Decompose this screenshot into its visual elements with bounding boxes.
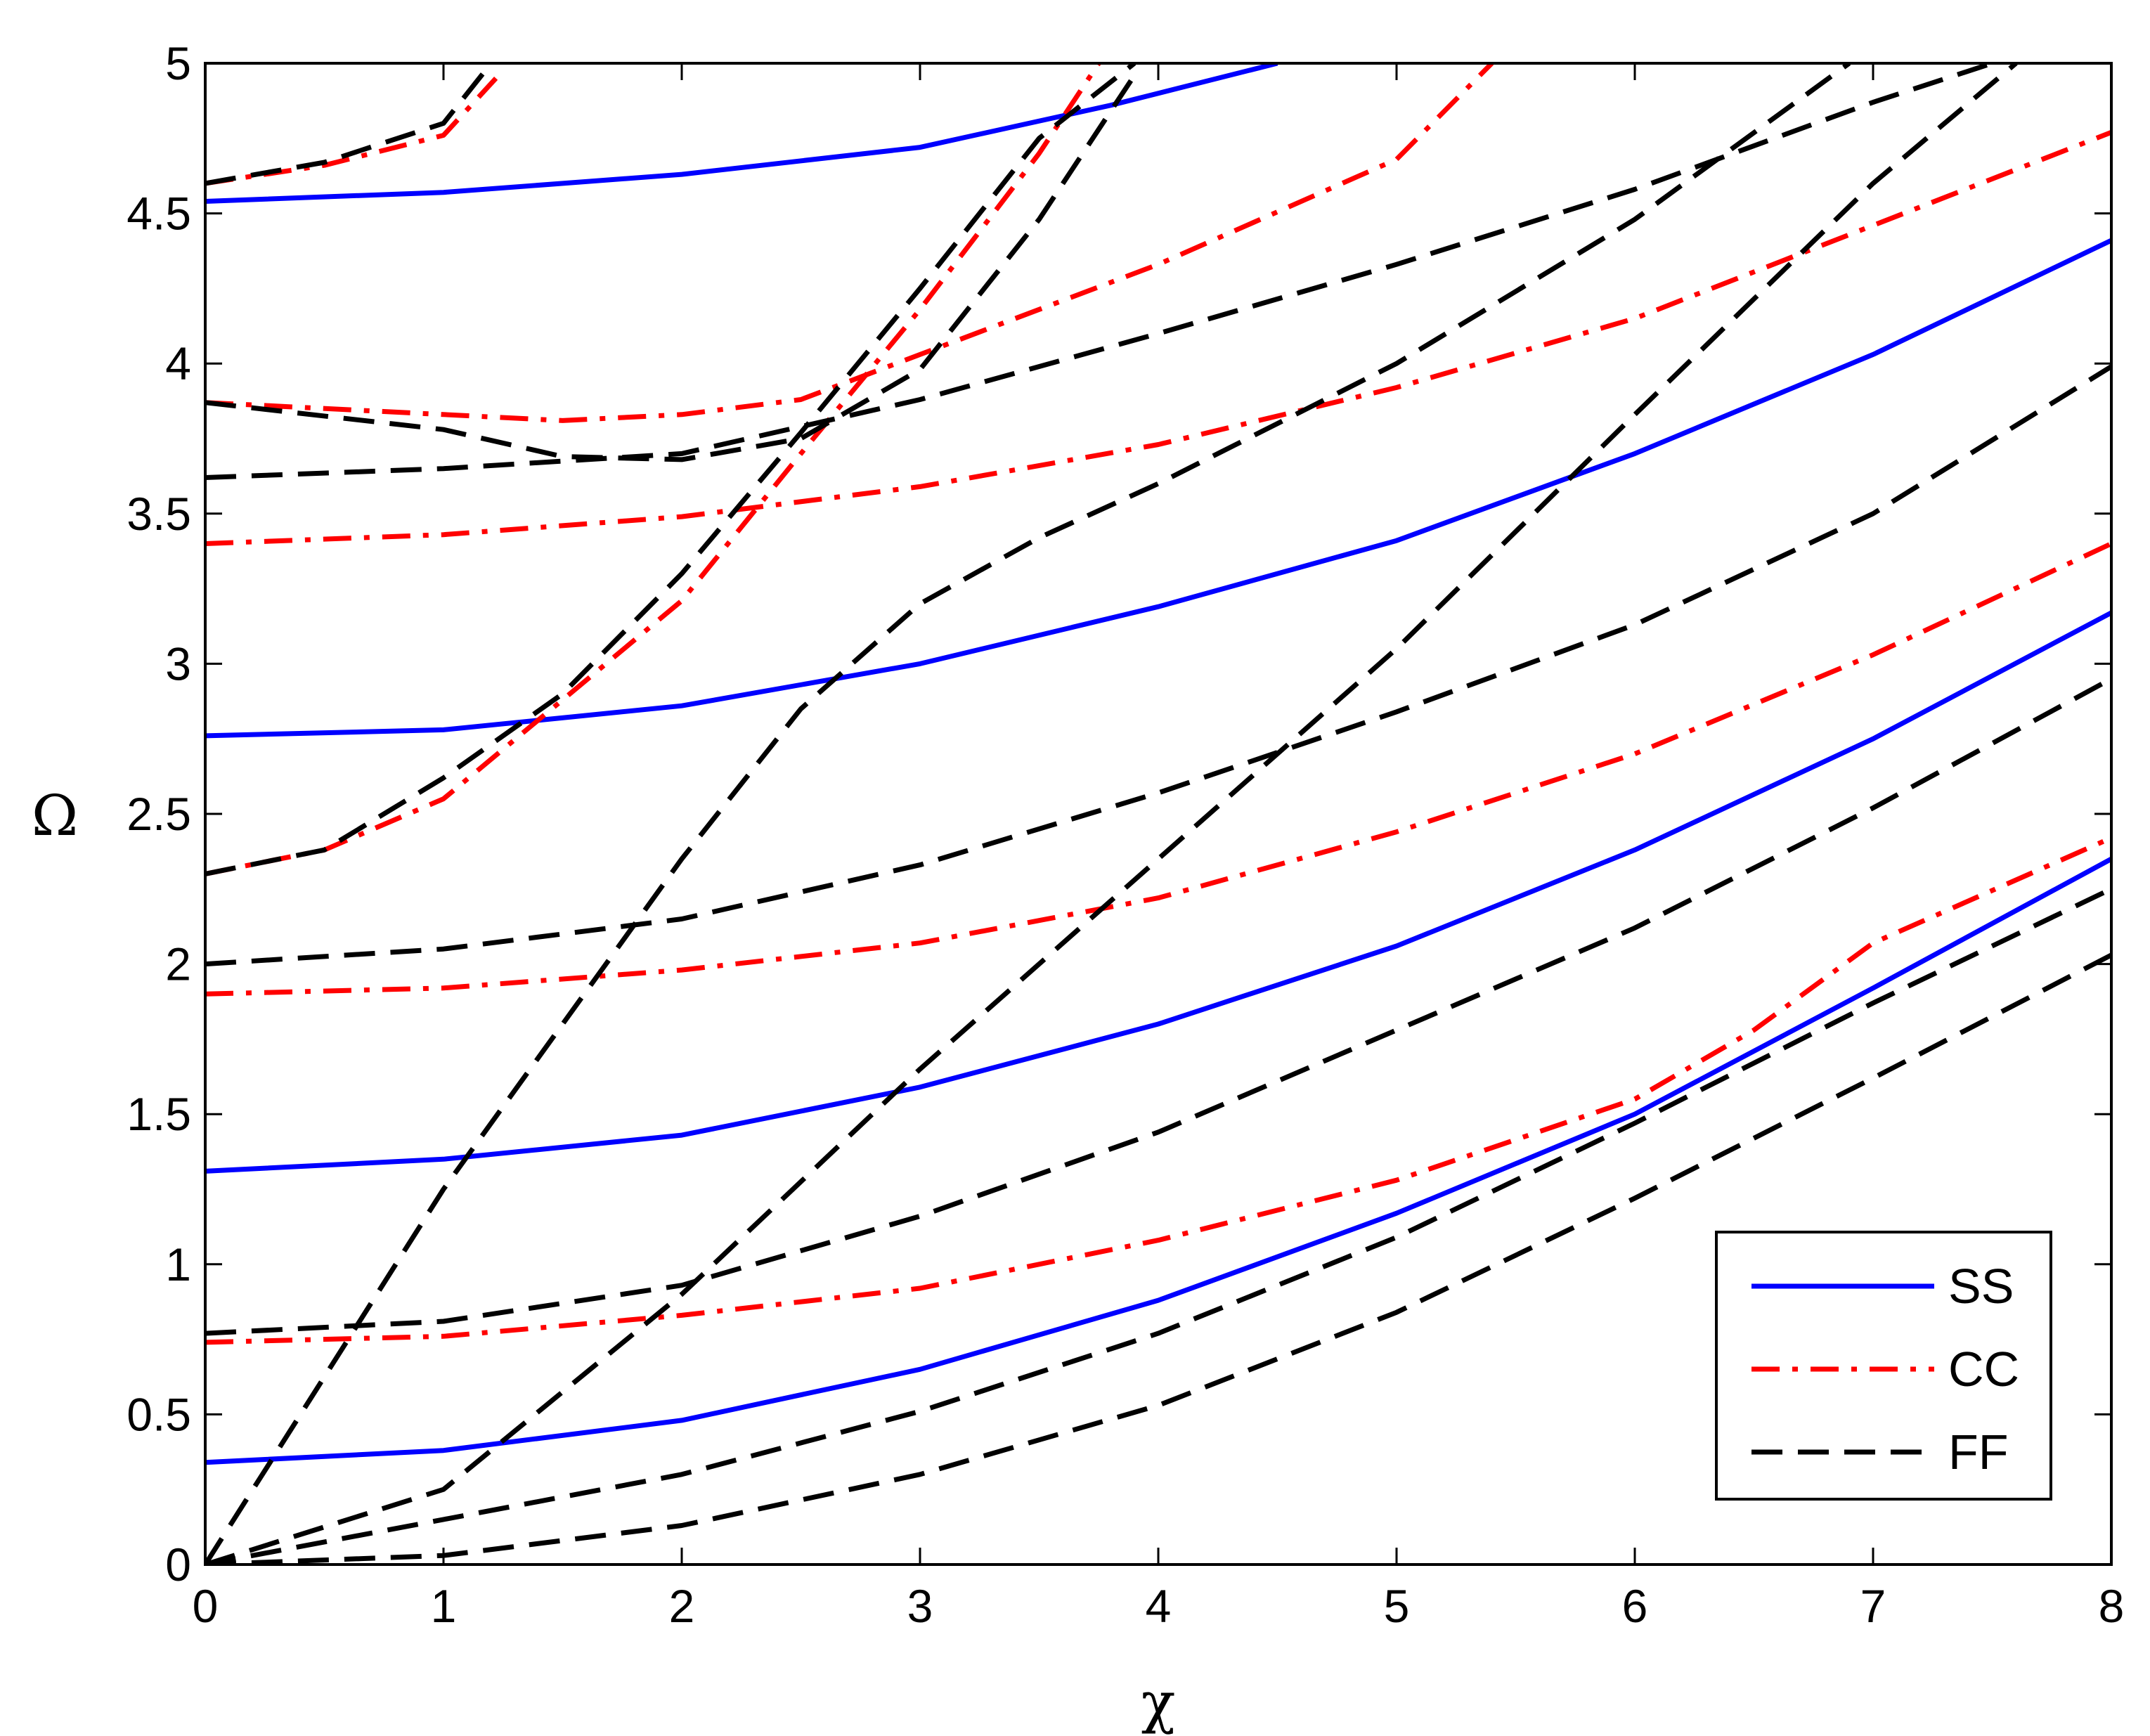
- y-tick-label: 0.5: [127, 1388, 191, 1440]
- series-line-ss-3: [205, 238, 2111, 739]
- series-line-ff-14: [205, 364, 2111, 967]
- series-line-ss-1: [205, 857, 2111, 1465]
- series-line-ff-13: [205, 676, 2111, 1336]
- y-tick-label: 5: [165, 37, 191, 89]
- series-line-cc-7: [205, 130, 2111, 546]
- y-tick-label: 3: [165, 637, 191, 689]
- x-tick-label: 4: [1146, 1580, 1172, 1632]
- y-tick-label: 4.5: [127, 188, 191, 240]
- series-line-ss-2: [205, 610, 2111, 1174]
- series-line-ff-20: [205, 63, 493, 186]
- legend-label-cc: CC: [1948, 1342, 2019, 1397]
- y-tick-label: 2: [165, 938, 191, 990]
- x-tick-label: 5: [1384, 1580, 1410, 1632]
- x-tick-label: 1: [431, 1580, 457, 1632]
- series-line-ff-17: [205, 63, 2018, 1565]
- ticks-layer: 0 1 2 3 4 5 6 7 8 0 0.5 1 1.5 2 2.5 3 3.5 4 4.5 5: [127, 37, 2124, 1632]
- series-line-cc-6: [205, 541, 2111, 997]
- series-line-ff-15: [205, 63, 1993, 480]
- series-line-ff-18: [205, 63, 1136, 876]
- series-line-ff-12: [205, 886, 2111, 1565]
- y-tick-label: 1: [165, 1238, 191, 1290]
- series-line-cc-10: [205, 63, 1101, 876]
- x-tick-label: 3: [907, 1580, 933, 1632]
- series-line-cc-8: [205, 63, 1494, 423]
- x-tick-label: 0: [193, 1580, 219, 1632]
- x-tick-label: 7: [1860, 1580, 1886, 1632]
- legend: SS CC FF: [1715, 1231, 2052, 1501]
- y-tick-label: 2.5: [127, 788, 191, 840]
- series-layer: [205, 63, 2111, 1565]
- x-tick-label: 6: [1622, 1580, 1648, 1632]
- legend-box: [1715, 1231, 2052, 1501]
- x-tick-label: 8: [2099, 1580, 2125, 1632]
- legend-label-ss: SS: [1948, 1259, 2014, 1314]
- series-line-ff-16: [205, 63, 1851, 1565]
- x-tick-label: 2: [669, 1580, 695, 1632]
- y-axis-label: Ω: [32, 783, 78, 848]
- legend-label-ff: FF: [1948, 1425, 2009, 1479]
- y-tick-label: 3.5: [127, 488, 191, 540]
- y-tick-label: 1.5: [127, 1088, 191, 1140]
- y-tick-label: 4: [165, 337, 191, 389]
- x-axis-label: χ: [1141, 1670, 1175, 1735]
- series-line-ss-4: [205, 63, 1278, 204]
- series-line-ff-19: [205, 74, 1137, 462]
- series-line-cc-5: [205, 835, 2111, 1345]
- y-tick-label: 0: [165, 1539, 191, 1591]
